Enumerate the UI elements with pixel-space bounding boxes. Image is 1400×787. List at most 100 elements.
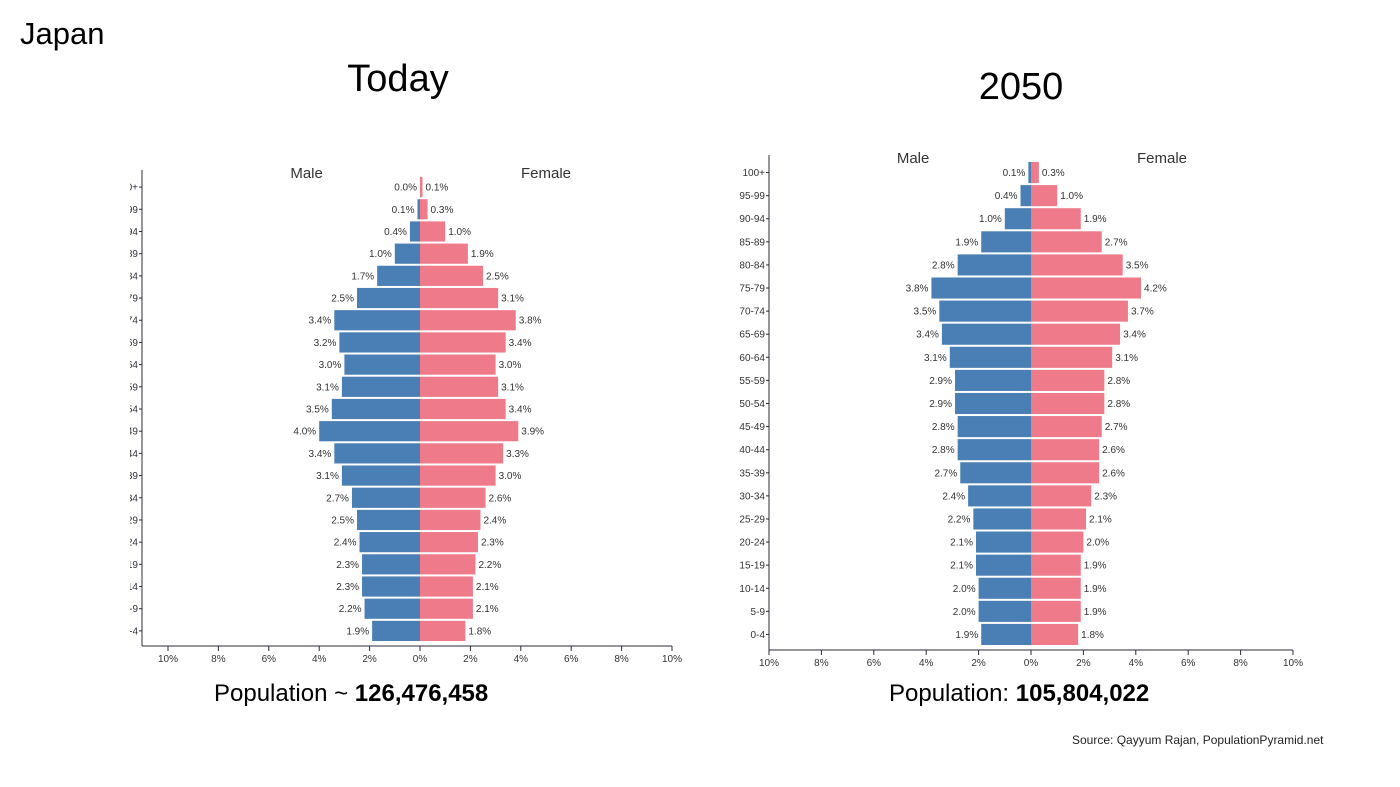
y2050-female-bar bbox=[1031, 323, 1121, 345]
y2050-female-value-label: 1.9% bbox=[1084, 214, 1107, 225]
today-female-bar bbox=[420, 465, 496, 486]
y2050-male-value-label: 2.1% bbox=[950, 538, 973, 549]
y2050-male-value-label: 2.9% bbox=[929, 376, 952, 387]
today-female-bar bbox=[420, 620, 466, 641]
y2050-female-bar bbox=[1031, 208, 1081, 230]
today-age-label: 15-19 bbox=[130, 560, 138, 571]
y2050-female-bar bbox=[1031, 508, 1087, 530]
today-female-value-label: 3.0% bbox=[499, 360, 522, 371]
country-title: Japan bbox=[20, 16, 105, 51]
y2050-female-value-label: 3.4% bbox=[1123, 330, 1146, 341]
population-2050-value: 105,804,022 bbox=[1015, 680, 1150, 707]
today-male-value-label: 3.0% bbox=[319, 360, 342, 371]
y2050-female-bar bbox=[1031, 185, 1058, 207]
today-male-bar bbox=[417, 199, 420, 220]
today-x-tick-label: 2% bbox=[463, 654, 478, 665]
y2050-x-tick-label: 2% bbox=[971, 658, 986, 669]
today-male-value-label: 0.1% bbox=[392, 205, 415, 216]
y2050-x-tick-label: 10% bbox=[759, 658, 779, 669]
y2050-male-bar bbox=[1004, 208, 1031, 230]
today-male-bar bbox=[364, 598, 420, 619]
y2050-male-value-label: 3.8% bbox=[906, 284, 929, 295]
y2050-age-label: 20-24 bbox=[739, 538, 765, 549]
today-male-value-label: 2.3% bbox=[336, 582, 359, 593]
y2050-age-label: 5-9 bbox=[751, 607, 766, 618]
y2050-x-tick-label: 8% bbox=[1233, 658, 1248, 669]
today-female-value-label: 3.1% bbox=[501, 294, 524, 305]
y2050-female-bar bbox=[1031, 162, 1039, 184]
y2050-age-label: 65-69 bbox=[739, 330, 765, 341]
today-male-bar bbox=[351, 487, 420, 508]
today-male-value-label: 3.1% bbox=[316, 471, 339, 482]
today-male-value-label: 2.5% bbox=[331, 515, 354, 526]
y2050-male-value-label: 2.0% bbox=[953, 584, 976, 595]
today-male-value-label: 1.9% bbox=[346, 626, 369, 637]
today-female-value-label: 1.8% bbox=[468, 626, 491, 637]
today-female-bar bbox=[420, 287, 499, 309]
y2050-age-label: 25-29 bbox=[739, 514, 765, 525]
today-male-bar bbox=[357, 287, 420, 309]
today-male-value-label: 1.7% bbox=[351, 271, 374, 282]
today-female-bar bbox=[420, 177, 423, 198]
today-female-value-label: 0.1% bbox=[426, 183, 449, 194]
y2050-male-value-label: 0.1% bbox=[1003, 168, 1026, 179]
today-male-value-label: 2.4% bbox=[334, 538, 357, 549]
today-male-bar bbox=[334, 310, 420, 331]
today-male-value-label: 0.4% bbox=[384, 227, 407, 238]
today-x-tick-label: 8% bbox=[614, 654, 629, 665]
y2050-female-bar bbox=[1031, 531, 1084, 553]
today-female-bar bbox=[420, 554, 476, 575]
today-age-label: 50-54 bbox=[130, 405, 138, 416]
today-male-bar bbox=[344, 354, 420, 375]
population-today-label: Population ~ bbox=[214, 680, 355, 707]
y2050-male-bar bbox=[968, 485, 1031, 507]
y2050-male-value-label: 2.0% bbox=[953, 607, 976, 618]
today-x-tick-label: 4% bbox=[312, 654, 327, 665]
y2050-x-tick-label: 2% bbox=[1076, 658, 1091, 669]
population-today-value: 126,476,458 bbox=[354, 680, 489, 707]
today-male-value-label: 0.0% bbox=[394, 183, 417, 194]
today-female-bar bbox=[420, 532, 478, 553]
population-today: Population ~ 126,476,458 bbox=[214, 680, 488, 708]
y2050-female-bar bbox=[1031, 439, 1100, 461]
y2050-female-bar bbox=[1031, 254, 1123, 276]
y2050-male-bar bbox=[981, 623, 1031, 645]
y2050-male-bar bbox=[1028, 162, 1031, 184]
today-x-tick-label: 4% bbox=[514, 654, 529, 665]
today-female-value-label: 2.4% bbox=[483, 515, 506, 526]
today-female-value-label: 3.4% bbox=[509, 338, 532, 349]
today-age-label: 90-94 bbox=[130, 227, 138, 238]
y2050-female-value-label: 3.5% bbox=[1126, 260, 1149, 271]
today-age-label: 5-9 bbox=[130, 604, 138, 615]
today-age-label: 20-24 bbox=[130, 538, 138, 549]
y2050-male-bar bbox=[978, 600, 1031, 622]
y2050-female-bar bbox=[1031, 277, 1142, 299]
today-age-label: 95-99 bbox=[130, 205, 138, 216]
y2050-age-label: 75-79 bbox=[739, 284, 765, 295]
y2050-female-bar bbox=[1031, 623, 1079, 645]
today-female-value-label: 1.0% bbox=[448, 227, 471, 238]
y2050-female-value-label: 1.0% bbox=[1060, 191, 1083, 202]
y2050-age-label: 100+ bbox=[742, 168, 765, 179]
y2050-female-value-label: 2.6% bbox=[1102, 445, 1125, 456]
today-male-bar bbox=[372, 620, 420, 641]
today-male-bar bbox=[362, 554, 420, 575]
today-female-value-label: 0.3% bbox=[431, 205, 454, 216]
y2050-male-value-label: 2.7% bbox=[934, 468, 957, 479]
today-female-value-label: 2.5% bbox=[486, 271, 509, 282]
y2050-male-bar bbox=[955, 369, 1031, 391]
today-female-value-label: 3.4% bbox=[509, 405, 532, 416]
y2050-female-bar bbox=[1031, 485, 1092, 507]
y2050-x-tick-label: 8% bbox=[814, 658, 829, 669]
y2050-age-label: 95-99 bbox=[739, 191, 765, 202]
y2050-age-label: 55-59 bbox=[739, 376, 765, 387]
y2050-male-bar bbox=[957, 439, 1031, 461]
today-female-bar bbox=[420, 310, 516, 331]
y2050-female-bar bbox=[1031, 346, 1113, 368]
y2050-age-label: 60-64 bbox=[739, 353, 765, 364]
y2050-male-value-label: 3.1% bbox=[924, 353, 947, 364]
y2050-female-bar bbox=[1031, 231, 1102, 253]
today-female-value-label: 3.8% bbox=[519, 316, 542, 327]
today-male-value-label: 2.7% bbox=[326, 493, 349, 504]
y2050-male-value-label: 0.4% bbox=[995, 191, 1018, 202]
